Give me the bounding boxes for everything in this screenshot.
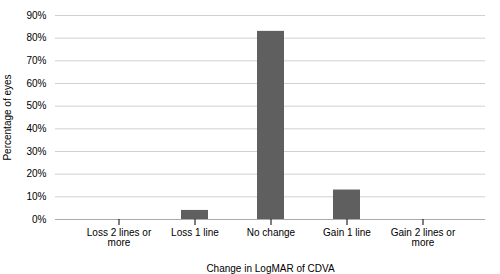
svg-text:60%: 60%: [26, 78, 46, 89]
svg-text:10%: 10%: [26, 191, 46, 202]
svg-text:90%: 90%: [26, 10, 46, 21]
svg-text:30%: 30%: [26, 146, 46, 157]
svg-text:40%: 40%: [26, 123, 46, 134]
svg-text:Change in LogMAR of CDVA: Change in LogMAR of CDVA: [206, 263, 335, 274]
svg-text:0%: 0%: [32, 214, 47, 225]
svg-text:Gain 1 line: Gain 1 line: [323, 227, 371, 238]
svg-text:70%: 70%: [26, 55, 46, 66]
svg-text:Percentage of eyes: Percentage of eyes: [2, 74, 13, 160]
svg-text:Loss 1 line: Loss 1 line: [171, 227, 219, 238]
svg-text:20%: 20%: [26, 168, 46, 179]
svg-text:No change: No change: [247, 227, 296, 238]
svg-text:Gain 2 lines ormore: Gain 2 lines ormore: [391, 227, 456, 248]
svg-text:80%: 80%: [26, 32, 46, 43]
svg-text:Loss 2 lines ormore: Loss 2 lines ormore: [87, 227, 152, 248]
svg-text:50%: 50%: [26, 100, 46, 111]
